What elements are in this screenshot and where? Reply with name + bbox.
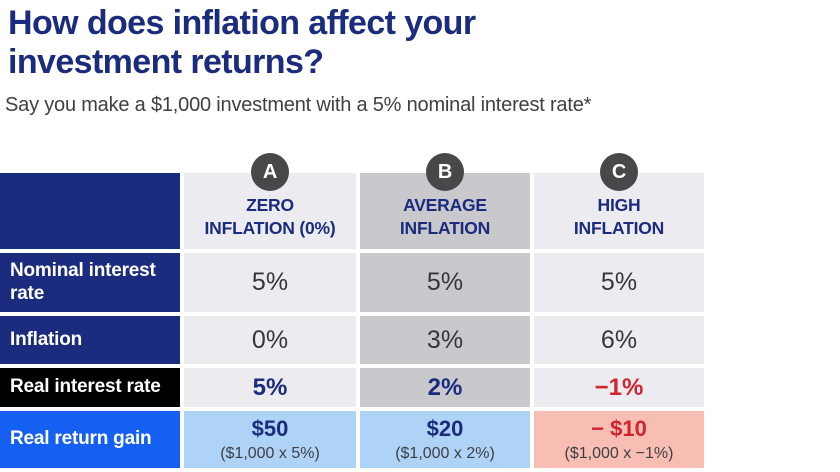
gain-formula: ($1,000 x 2%) xyxy=(395,445,495,463)
row-label-inflation: Inflation xyxy=(0,316,180,364)
value-inflation-high: 6% xyxy=(534,316,704,364)
value-nominal-high: 5% xyxy=(534,253,704,312)
row-label-real-interest-rate: Real interest rate xyxy=(0,368,180,407)
value-gain-zero: $50 ($1,000 x 5%) xyxy=(184,411,356,468)
value-inflation-average: 3% xyxy=(360,316,530,364)
row-label-real-return-gain: Real return gain xyxy=(0,411,180,468)
page-subtitle: Say you make a $1,000 investment with a … xyxy=(5,94,592,116)
gain-amount: $20 xyxy=(426,415,464,441)
column-header-label-line1: AVERAGE xyxy=(403,194,487,215)
gain-formula: ($1,000 x 5%) xyxy=(220,445,320,463)
value-gain-high: − $10 ($1,000 x −1%) xyxy=(534,411,704,468)
gain-amount: $50 xyxy=(251,415,289,441)
column-header-label-line2: INFLATION (0%) xyxy=(204,217,336,238)
gain-amount: − $10 xyxy=(591,415,647,441)
column-header-average-inflation: B AVERAGE INFLATION xyxy=(360,153,530,249)
column-header-zero-inflation: A ZERO INFLATION (0%) xyxy=(184,153,356,249)
column-header-label-line2: INFLATION xyxy=(573,217,665,238)
value-real-rate-average: 2% xyxy=(360,368,530,407)
value-real-rate-high: −1% xyxy=(534,368,704,407)
badge-b-icon: B xyxy=(426,153,464,191)
inflation-table: A ZERO INFLATION (0%) B AVERAGE INFLATIO… xyxy=(0,153,704,468)
column-header-label-line2: INFLATION xyxy=(399,217,491,238)
badge-a-icon: A xyxy=(251,153,289,191)
page-title: How does inflation affect your investmen… xyxy=(8,4,476,82)
table-corner-cell xyxy=(0,173,180,249)
row-label-nominal-interest-rate: Nominal interest rate xyxy=(0,253,180,312)
gain-formula: ($1,000 x −1%) xyxy=(564,445,674,463)
value-gain-average: $20 ($1,000 x 2%) xyxy=(360,411,530,468)
value-nominal-zero: 5% xyxy=(184,253,356,312)
badge-c-icon: C xyxy=(600,153,638,191)
value-real-rate-zero: 5% xyxy=(184,368,356,407)
value-nominal-average: 5% xyxy=(360,253,530,312)
column-header-label-line1: HIGH xyxy=(597,194,641,215)
column-header-high-inflation: C HIGH INFLATION xyxy=(534,153,704,249)
value-inflation-zero: 0% xyxy=(184,316,356,364)
column-header-label-line1: ZERO xyxy=(246,194,294,215)
